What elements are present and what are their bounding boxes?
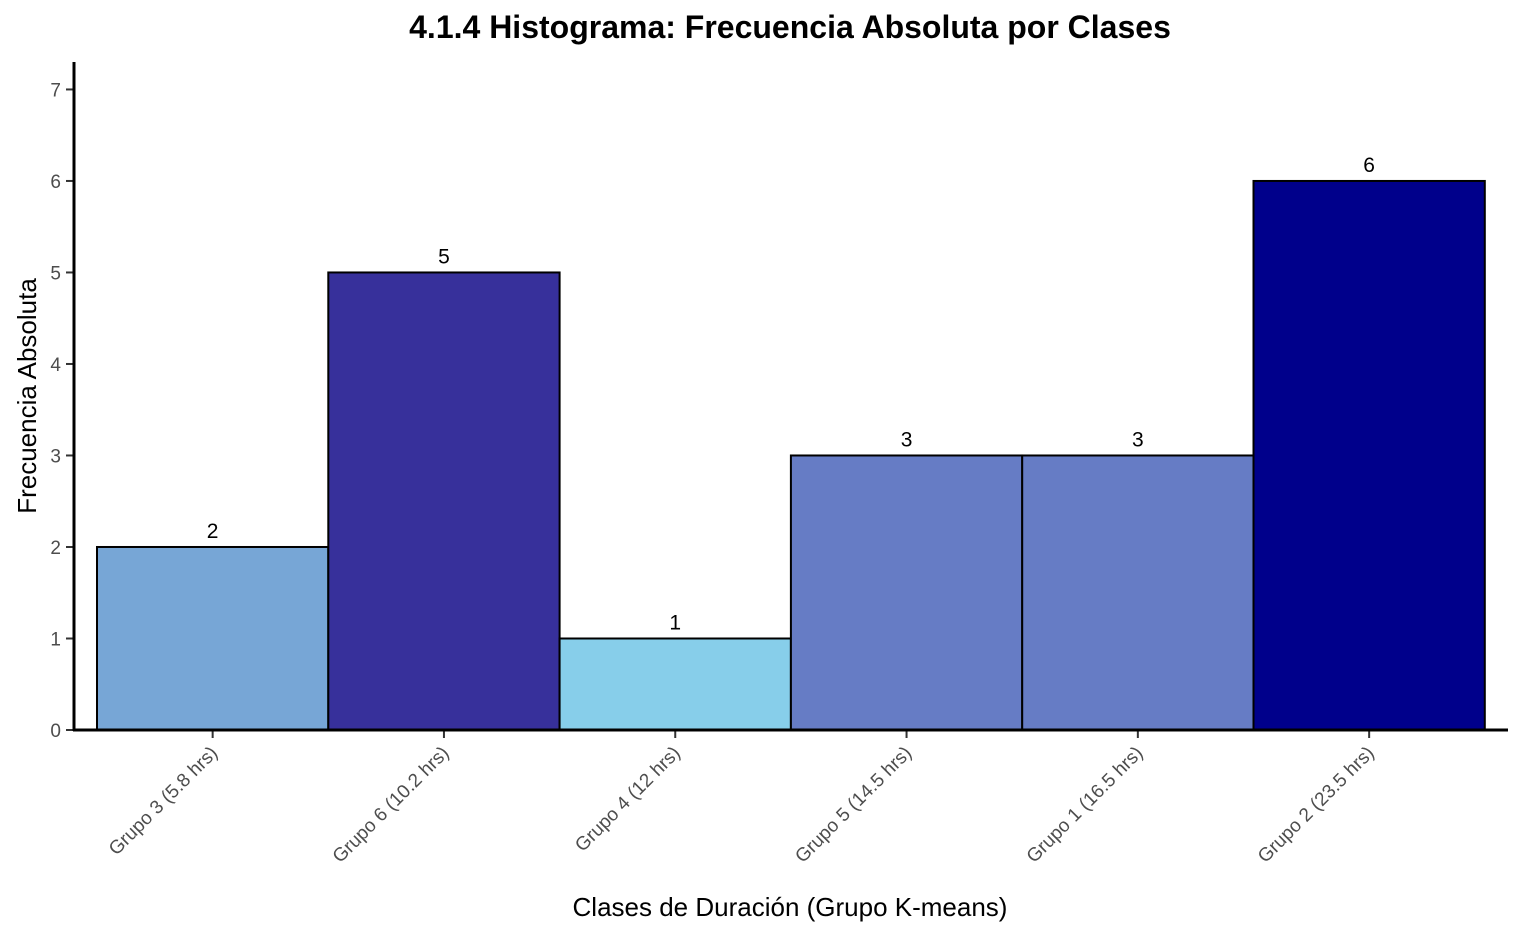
bar-value-label-4: 3 xyxy=(901,428,913,451)
x-tick-label-1: Grupo 3 (5.8 hrs) xyxy=(105,743,222,860)
axes-layer xyxy=(66,62,1508,738)
x-tick-label-2: Grupo 6 (10.2 hrs) xyxy=(329,743,454,868)
chart-title: 4.1.4 Histograma: Frecuencia Absoluta po… xyxy=(409,9,1171,45)
bar-2 xyxy=(327,271,561,731)
y-axis-title: Frecuencia Absoluta xyxy=(12,278,42,514)
bar-4 xyxy=(789,454,1024,731)
bar-3 xyxy=(558,637,792,732)
bar-value-label-2: 5 xyxy=(438,245,450,268)
y-tick-label-0: 0 xyxy=(50,721,61,742)
y-tick-label-3: 3 xyxy=(50,446,61,467)
y-tick-label-7: 7 xyxy=(50,80,61,101)
x-tick-label-3: Grupo 4 (12 hrs) xyxy=(571,743,684,856)
y-tick-label-4: 4 xyxy=(50,355,61,376)
bar-value-label-3: 1 xyxy=(669,611,681,634)
bar-6 xyxy=(1252,179,1486,731)
bar-5 xyxy=(1021,454,1255,731)
x-tick-label-4: Grupo 5 (14.5 hrs) xyxy=(791,743,916,868)
bars-layer xyxy=(96,179,1486,732)
y-tick-label-1: 1 xyxy=(50,629,61,650)
y-tick-label-6: 6 xyxy=(50,172,61,193)
y-tick-label-2: 2 xyxy=(50,538,61,559)
x-axis-title: Clases de Duración (Grupo K-means) xyxy=(573,892,1008,922)
y-tick-label-5: 5 xyxy=(50,263,61,284)
bar-value-label-1: 2 xyxy=(207,520,219,543)
x-tick-label-5: Grupo 1 (16.5 hrs) xyxy=(1023,743,1148,868)
bar-value-label-6: 6 xyxy=(1363,154,1375,177)
bar-1 xyxy=(96,545,330,732)
x-tick-label-6: Grupo 2 (23.5 hrs) xyxy=(1254,743,1379,868)
bar-value-label-5: 3 xyxy=(1132,428,1144,451)
